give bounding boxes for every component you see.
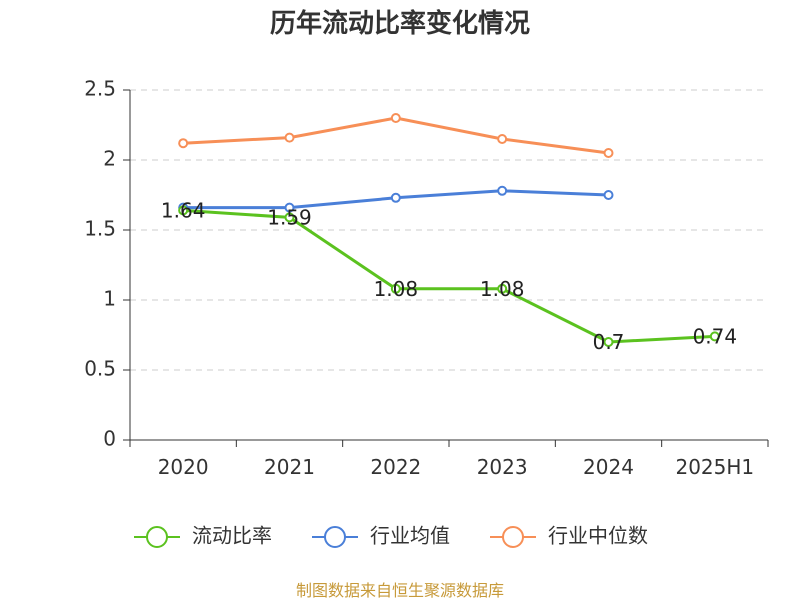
- data-label: 1.08: [480, 277, 525, 301]
- x-tick-label: 2025H1: [675, 455, 754, 479]
- data-point: [390, 283, 401, 294]
- x-tick-label: 2024: [583, 455, 634, 479]
- data-point: [603, 337, 614, 347]
- data-point: [497, 134, 508, 144]
- data-point: [497, 185, 508, 196]
- y-tick-label: 2.5: [84, 77, 116, 101]
- data-labels: 1.64 1.59 1.08 1.08 0.7 0.74: [161, 198, 737, 354]
- y-tick-label: 1.5: [84, 217, 116, 241]
- data-point: [284, 132, 295, 143]
- x-axis-ticks: 2020 2021 2022 2023 2024 2025H1: [158, 455, 754, 479]
- data-point: [497, 283, 508, 294]
- series-line: [183, 208, 715, 344]
- data-point: [284, 202, 295, 213]
- data-label: 0.7: [593, 330, 625, 354]
- legend: 流动比率 行业均值 行业中位数: [134, 524, 648, 548]
- source-note: 制图数据来自恒生聚源数据库: [296, 581, 504, 600]
- data-label: 0.74: [693, 324, 738, 348]
- series-layer: [178, 113, 720, 347]
- x-tick-label: 2020: [158, 455, 209, 479]
- data-point: [603, 148, 614, 158]
- y-axis-ticks: 0 0.5 1 1.5 2 2.5: [84, 77, 116, 451]
- data-label: 1.59: [267, 205, 312, 229]
- series-line: [183, 116, 609, 155]
- data-label: 1.64: [161, 198, 206, 222]
- y-tick-label: 1: [103, 287, 116, 311]
- x-tick-label: 2022: [370, 455, 421, 479]
- data-point: [178, 205, 189, 216]
- grid-lines: [130, 89, 768, 371]
- legend-marker: [502, 526, 524, 548]
- y-tick-label: 0.5: [84, 357, 116, 381]
- legend-label: 流动比率: [192, 524, 272, 548]
- chart-title: 历年流动比率变化情况: [270, 8, 530, 39]
- legend-marker: [146, 526, 168, 548]
- legend-marker: [324, 526, 346, 548]
- legend-label: 行业均值: [370, 524, 450, 548]
- y-tick-label: 0: [103, 427, 116, 451]
- x-tick-label: 2023: [477, 455, 528, 479]
- data-point: [709, 331, 720, 342]
- data-point: [603, 190, 614, 200]
- data-point: [178, 138, 189, 149]
- axes: [123, 89, 769, 447]
- legend-label: 行业中位数: [548, 524, 648, 548]
- data-label: 1.08: [374, 277, 419, 301]
- x-tick-label: 2021: [264, 455, 315, 479]
- data-point: [390, 192, 401, 203]
- y-tick-label: 2: [103, 147, 116, 171]
- data-point: [284, 212, 295, 223]
- data-point: [390, 113, 401, 123]
